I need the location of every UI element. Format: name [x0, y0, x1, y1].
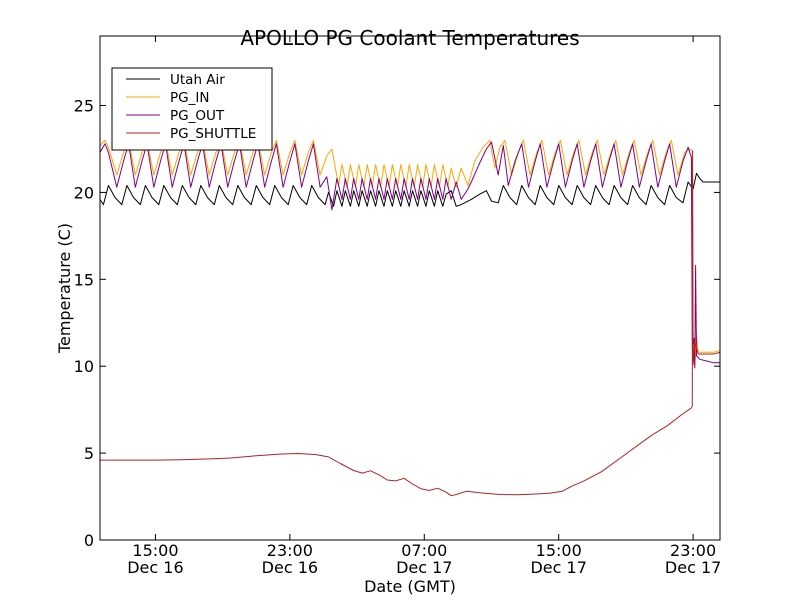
x-tick-label-date: Dec 16 [127, 558, 183, 577]
series-line-pg-out [100, 141, 720, 369]
y-tick-label: 0 [84, 531, 94, 550]
legend-entry-label: Utah Air [170, 72, 225, 88]
series-line-utah-air [100, 172, 720, 207]
y-tick-label: 25 [74, 97, 94, 116]
x-tick-label-time: 07:00 [401, 541, 447, 560]
y-axis-label: Temperature (C) [55, 223, 74, 354]
x-tick-label-time: 15:00 [132, 541, 178, 560]
legend: Utah Air PG_IN PG_OUT PG_SHUTTLE [111, 67, 273, 151]
plot-area [100, 139, 720, 497]
legend-entry-label: PG_SHUTTLE [170, 126, 256, 142]
series-line-pg-shuttle [100, 150, 720, 497]
y-tick-label: 15 [74, 270, 94, 289]
y-tick-label: 10 [74, 357, 94, 376]
legend-entry-label: PG_OUT [170, 108, 225, 124]
x-tick-label-date: Dec 16 [262, 558, 318, 577]
y-tick-label: 5 [84, 444, 94, 463]
plot-frame [99, 35, 721, 541]
x-tick-label-time: 23:00 [267, 541, 313, 560]
x-tick-label-time: 15:00 [536, 541, 582, 560]
series-line-pg-in [100, 139, 720, 367]
x-tick-label-date: Dec 17 [396, 558, 452, 577]
x-tick-label-date: Dec 17 [665, 558, 721, 577]
y-tick-label: 20 [74, 183, 94, 202]
x-axis-label: Date (GMT) [364, 577, 456, 596]
x-tick-label-date: Dec 17 [530, 558, 586, 577]
chart-title: APOLLO PG Coolant Temperatures [240, 26, 579, 50]
legend-entry-label: PG_IN [170, 90, 209, 106]
legend-box [111, 67, 273, 151]
x-tick-label-time: 23:00 [670, 541, 716, 560]
